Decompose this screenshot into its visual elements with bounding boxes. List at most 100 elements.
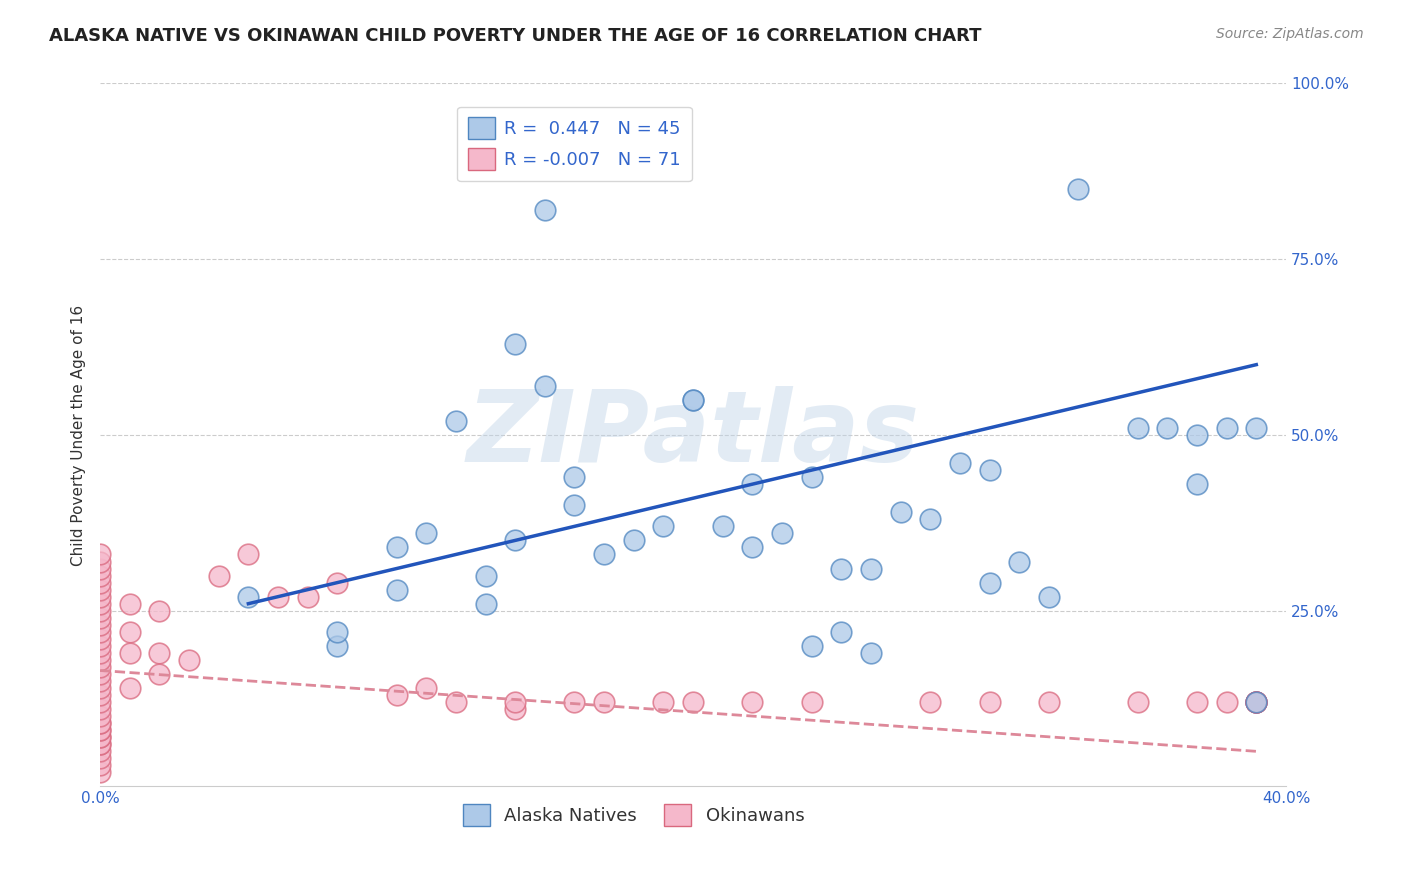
Point <box>89 582 111 597</box>
Point <box>949 456 972 470</box>
Point <box>1185 477 1208 491</box>
Point <box>503 695 526 709</box>
Point <box>148 667 170 681</box>
Point <box>682 392 704 407</box>
Y-axis label: Child Poverty Under the Age of 16: Child Poverty Under the Age of 16 <box>72 304 86 566</box>
Point <box>682 695 704 709</box>
Point <box>118 597 141 611</box>
Text: Source: ZipAtlas.com: Source: ZipAtlas.com <box>1216 27 1364 41</box>
Point <box>890 505 912 519</box>
Point <box>89 632 111 646</box>
Point <box>89 744 111 758</box>
Point <box>385 541 408 555</box>
Point <box>1126 695 1149 709</box>
Legend: Alaska Natives, Okinawans: Alaska Natives, Okinawans <box>456 797 811 834</box>
Point <box>533 378 555 392</box>
Point <box>415 526 437 541</box>
Point <box>920 695 942 709</box>
Point <box>89 611 111 625</box>
Point <box>1246 695 1268 709</box>
Point <box>89 709 111 723</box>
Point <box>238 590 260 604</box>
Point <box>267 590 290 604</box>
Point <box>177 653 200 667</box>
Point <box>652 519 675 533</box>
Point <box>830 624 852 639</box>
Point <box>89 568 111 582</box>
Point <box>800 470 823 484</box>
Point <box>118 646 141 660</box>
Point <box>89 624 111 639</box>
Point <box>830 561 852 575</box>
Point <box>118 624 141 639</box>
Point <box>1215 695 1237 709</box>
Point <box>89 590 111 604</box>
Point <box>415 681 437 695</box>
Point <box>623 533 645 548</box>
Point <box>1215 421 1237 435</box>
Point <box>1246 695 1268 709</box>
Point <box>533 202 555 217</box>
Point <box>741 541 763 555</box>
Point <box>564 695 586 709</box>
Point <box>89 737 111 751</box>
Point <box>770 526 793 541</box>
Text: ZIPatlas: ZIPatlas <box>467 386 920 483</box>
Point <box>503 533 526 548</box>
Point <box>1246 695 1268 709</box>
Point <box>326 575 349 590</box>
Point <box>89 731 111 745</box>
Point <box>1156 421 1178 435</box>
Point <box>89 723 111 738</box>
Point <box>89 604 111 618</box>
Point <box>89 646 111 660</box>
Point <box>1246 695 1268 709</box>
Point <box>89 716 111 731</box>
Point <box>89 731 111 745</box>
Point <box>89 561 111 575</box>
Point <box>1038 590 1060 604</box>
Point <box>148 646 170 660</box>
Point <box>741 477 763 491</box>
Point <box>148 604 170 618</box>
Point <box>238 548 260 562</box>
Point <box>1008 554 1031 568</box>
Point <box>208 568 231 582</box>
Point <box>593 548 616 562</box>
Point <box>503 336 526 351</box>
Point <box>593 695 616 709</box>
Point <box>118 681 141 695</box>
Point <box>979 695 1001 709</box>
Point <box>89 673 111 688</box>
Point <box>920 512 942 526</box>
Point <box>859 561 882 575</box>
Point <box>89 702 111 716</box>
Point <box>89 653 111 667</box>
Point <box>89 723 111 738</box>
Point <box>859 646 882 660</box>
Point <box>89 667 111 681</box>
Point <box>89 688 111 702</box>
Point <box>89 597 111 611</box>
Point <box>800 695 823 709</box>
Point <box>385 582 408 597</box>
Point <box>89 751 111 765</box>
Point <box>979 463 1001 477</box>
Point <box>89 765 111 780</box>
Point <box>89 660 111 674</box>
Text: ALASKA NATIVE VS OKINAWAN CHILD POVERTY UNDER THE AGE OF 16 CORRELATION CHART: ALASKA NATIVE VS OKINAWAN CHILD POVERTY … <box>49 27 981 45</box>
Point <box>89 554 111 568</box>
Point <box>1185 695 1208 709</box>
Point <box>800 639 823 653</box>
Point <box>503 702 526 716</box>
Point <box>1185 428 1208 442</box>
Point <box>89 639 111 653</box>
Point <box>89 548 111 562</box>
Point <box>89 758 111 772</box>
Point <box>682 392 704 407</box>
Point <box>89 737 111 751</box>
Point <box>89 617 111 632</box>
Point <box>1246 421 1268 435</box>
Point <box>326 624 349 639</box>
Point <box>1067 182 1090 196</box>
